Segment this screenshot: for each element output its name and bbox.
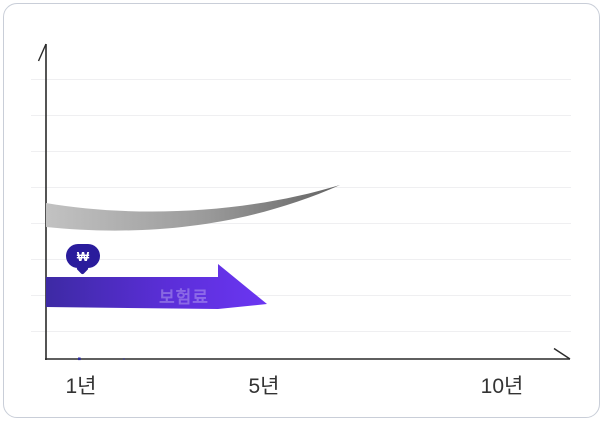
chart-canvas	[37, 43, 571, 361]
gridline	[31, 259, 571, 260]
y-axis-arrowhead	[37, 43, 47, 62]
axis-tick-dot-faint	[123, 358, 125, 360]
axis-tick-dot	[78, 357, 81, 361]
x-tick-label-5yr: 5년	[248, 375, 280, 398]
gridline	[31, 79, 571, 80]
gridline	[31, 151, 571, 152]
gridline	[31, 331, 571, 332]
gridline	[31, 115, 571, 116]
premium-arrow-label: 보험료	[159, 288, 209, 307]
won-currency-badge: ₩	[66, 244, 100, 268]
x-axis-arrowhead	[553, 347, 571, 360]
won-symbol: ₩	[76, 248, 90, 264]
x-tick-label-10yr: 10년	[480, 375, 524, 398]
gridline	[31, 223, 571, 224]
gridline	[31, 187, 571, 188]
x-tick-label-1yr: 1년	[65, 375, 97, 398]
gridline	[31, 295, 571, 296]
chart-card: 보험료 ₩ 1년 5년 10년	[3, 3, 600, 418]
rising-cost-swoosh	[46, 185, 340, 231]
